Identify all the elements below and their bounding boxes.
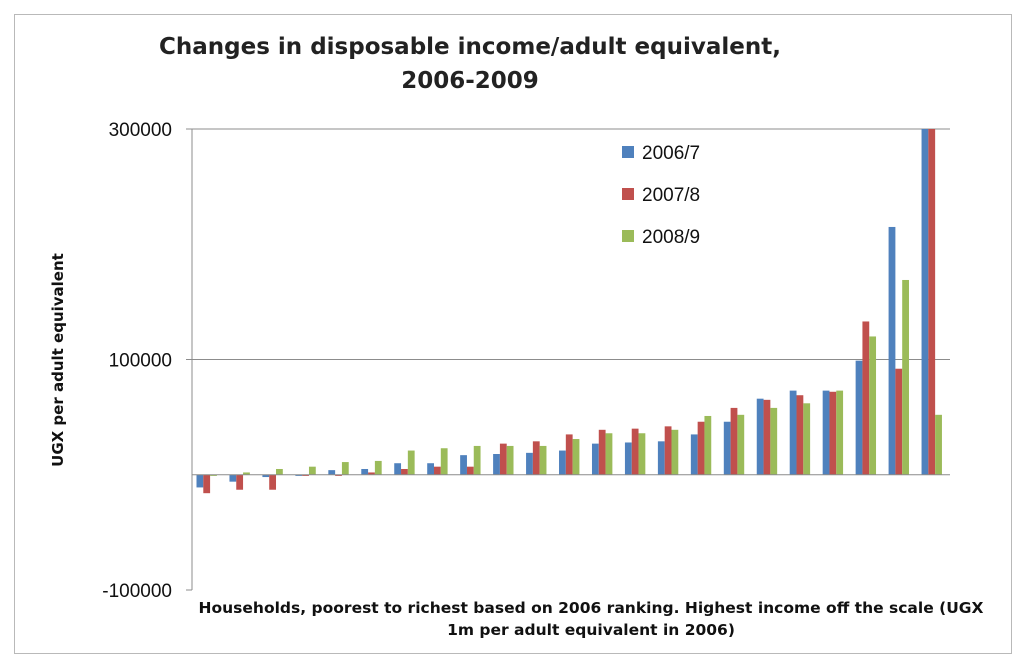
bar-2006-7-22 (888, 226, 896, 475)
bar-2006-7-6 (361, 468, 369, 475)
bar-2007-8-3 (269, 474, 277, 490)
bar-2006-7-2 (229, 474, 237, 482)
legend-swatch-2007-8 (622, 188, 634, 200)
y-tick-label: 300000 (109, 120, 172, 141)
bar-2006-7-11 (526, 452, 533, 475)
bar-2007-8-8 (433, 466, 441, 475)
bar-2007-8-13 (598, 429, 606, 475)
bar-2007-8-9 (466, 466, 474, 475)
chart-title-line-1: Changes in disposable income/adult equiv… (159, 34, 781, 60)
bar-2008-9-23 (935, 414, 942, 475)
bar-2008-9-14 (638, 433, 646, 475)
bar-2007-8-19 (796, 395, 804, 475)
bar-2007-8-16 (697, 421, 705, 475)
bar-2007-8-11 (532, 441, 540, 475)
bar-2007-8-23 (928, 129, 936, 475)
y-tick-label: 100000 (109, 351, 172, 372)
bar-2008-9-20 (836, 390, 844, 475)
bar-2008-9-9 (473, 445, 481, 475)
bar-2007-8-15 (664, 426, 672, 475)
bar-2006-7-18 (756, 398, 764, 475)
y-tick-label: -100000 (102, 581, 172, 602)
bar-2008-9-10 (506, 445, 514, 475)
bar-2008-9-19 (803, 403, 811, 475)
bar-2006-7-19 (789, 390, 797, 475)
bar-2008-9-6 (374, 460, 382, 475)
bar-2007-8-7 (401, 468, 408, 475)
bar-2007-8-5 (335, 474, 342, 476)
bar-2006-7-14 (624, 442, 632, 475)
bar-2008-9-17 (737, 414, 745, 475)
bar-2008-9-5 (341, 462, 349, 475)
bar-2006-7-17 (723, 421, 731, 475)
chart-title: Changes in disposable income/adult equiv… (130, 30, 810, 98)
bar-2008-9-18 (770, 407, 778, 475)
bar-2007-8-21 (862, 321, 870, 475)
bar-2007-8-6 (368, 472, 375, 475)
bar-2006-7-16 (690, 434, 698, 475)
bar-2008-9-7 (407, 450, 415, 475)
bar-2006-7-5 (328, 470, 336, 475)
bar-2008-9-8 (440, 448, 448, 475)
bar-2008-9-13 (605, 433, 613, 475)
bar-2006-7-8 (427, 463, 434, 475)
bar-2007-8-22 (895, 368, 903, 475)
chart-frame (14, 14, 1012, 654)
bar-2006-7-9 (460, 455, 467, 475)
bar-2007-8-4 (302, 474, 309, 476)
bar-2008-9-22 (902, 279, 909, 475)
legend-label-2007-8: 2007/8 (642, 185, 700, 206)
bar-2007-8-10 (499, 443, 507, 475)
legend-label-2008-9: 2008/9 (642, 227, 700, 248)
legend-label-2006-7: 2006/7 (642, 143, 700, 164)
bar-2006-7-12 (559, 450, 566, 475)
legend-swatch-2006-7 (622, 146, 634, 158)
bar-2007-8-18 (763, 399, 771, 475)
bar-2006-7-10 (493, 454, 500, 475)
bar-2007-8-1 (203, 474, 211, 494)
bar-2008-9-21 (869, 336, 877, 475)
bar-2007-8-12 (565, 434, 573, 475)
bar-2006-7-20 (822, 390, 830, 475)
bar-2008-9-11 (539, 445, 547, 475)
bar-2008-9-16 (704, 415, 712, 475)
bar-2006-7-1 (196, 474, 204, 488)
bar-2007-8-14 (631, 428, 639, 475)
bar-2008-9-2 (243, 472, 250, 475)
bar-2008-9-4 (308, 466, 316, 475)
chart-title-line-2: 2006-2009 (401, 68, 539, 94)
bar-2007-8-2 (236, 474, 244, 490)
bar-2008-9-1 (210, 474, 217, 476)
bar-2006-7-4 (295, 474, 303, 476)
bar-2007-8-17 (730, 407, 738, 475)
bar-2008-9-15 (671, 429, 679, 475)
bar-2008-9-12 (572, 439, 580, 475)
bar-2008-9-3 (276, 468, 283, 475)
bar-2006-7-7 (394, 463, 402, 475)
bar-2006-7-15 (657, 441, 665, 475)
x-axis-label: Households, poorest to richest based on … (198, 599, 984, 639)
legend-swatch-2008-9 (622, 230, 634, 242)
bar-2006-7-13 (591, 443, 599, 475)
bar-2006-7-21 (855, 360, 863, 475)
bar-2006-7-23 (921, 129, 929, 475)
bar-2007-8-20 (829, 391, 837, 475)
bar-2006-7-3 (262, 474, 270, 478)
